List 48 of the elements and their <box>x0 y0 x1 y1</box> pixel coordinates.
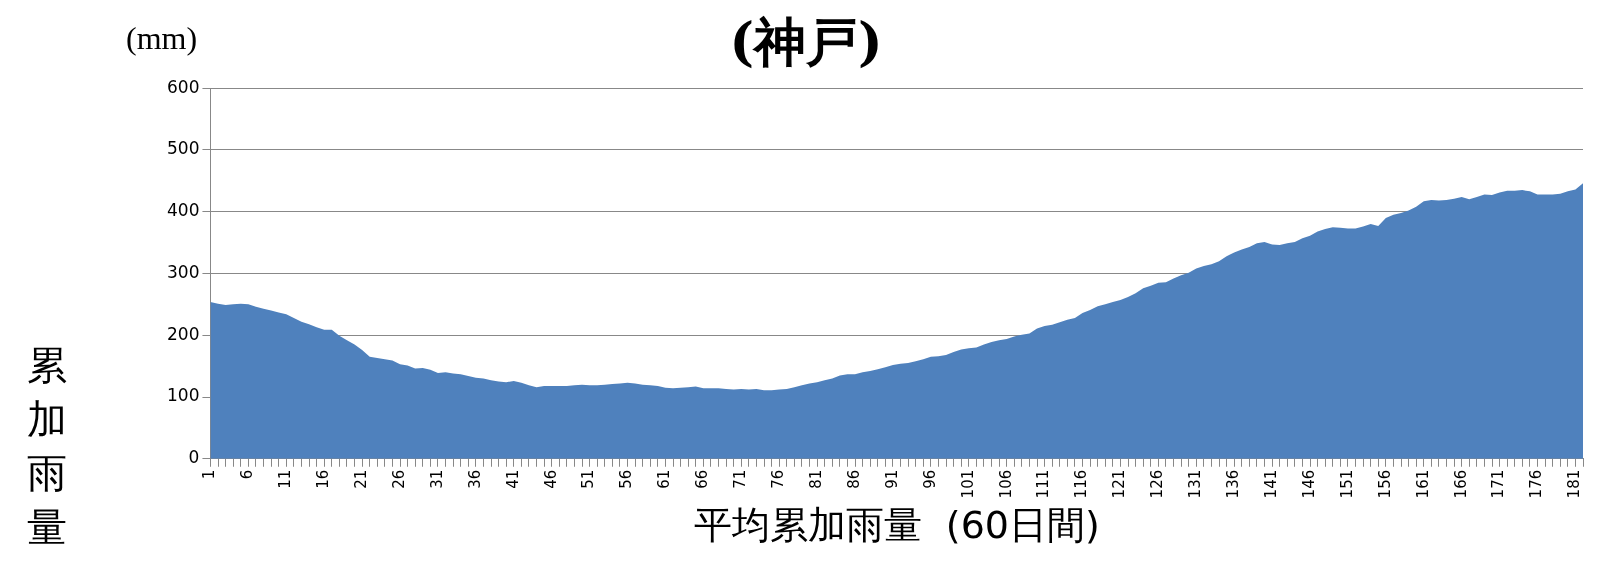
x-tick-label: 176 <box>1527 469 1546 499</box>
x-tick-label: 146 <box>1299 469 1318 499</box>
x-tick-label: 86 <box>844 469 863 489</box>
x-tick-label: 106 <box>996 469 1015 499</box>
x-tick-label: 96 <box>920 469 939 489</box>
x-tick-label: 51 <box>579 469 598 489</box>
x-tick-label: 11 <box>276 469 295 489</box>
x-tick-label: 16 <box>314 469 333 489</box>
x-tick-label: 46 <box>541 469 560 489</box>
x-tick-label: 61 <box>655 469 674 489</box>
y-tick-label: 500 <box>166 138 200 159</box>
x-tick-label: 151 <box>1337 469 1356 499</box>
x-tick-label: 81 <box>806 469 825 489</box>
x-tick-label: 6 <box>238 469 257 480</box>
x-tick-label: 31 <box>427 469 446 489</box>
x-tick-label: 156 <box>1375 469 1394 499</box>
x-tick-label: 111 <box>1034 469 1053 499</box>
x-tick-label: 36 <box>465 469 484 489</box>
y-tick-label: 300 <box>166 261 200 282</box>
y-tick-label: 0 <box>188 447 200 468</box>
x-tick-label: 171 <box>1489 469 1508 499</box>
x-tick-label: 91 <box>882 469 901 489</box>
x-tick-label: 26 <box>389 469 408 489</box>
x-tick-label: 181 <box>1565 469 1584 499</box>
y-axis-title: 累加雨量 <box>26 341 68 552</box>
x-tick-label: 41 <box>503 469 522 489</box>
text: (mm) <box>126 20 198 57</box>
x-tick-label: 126 <box>1148 469 1167 499</box>
x-axis-title: 平均累加雨量 (60日間) <box>693 503 1100 548</box>
x-tick-label: 166 <box>1451 469 1470 499</box>
x-tick-label: 161 <box>1413 469 1432 499</box>
x-tick-label: 121 <box>1110 469 1129 499</box>
y-tick-label: 600 <box>166 76 200 97</box>
chart-title: (神戸) <box>729 11 883 72</box>
y-tick-label: 100 <box>166 385 200 406</box>
x-tick-label: 1 <box>200 469 219 480</box>
x-tick-label: 101 <box>958 469 977 499</box>
x-tick-label: 136 <box>1224 469 1243 499</box>
y-tick-label: 400 <box>166 200 200 221</box>
y-tick-label: 200 <box>166 323 200 344</box>
x-tick-label: 116 <box>1072 469 1091 499</box>
x-tick-label: 21 <box>352 469 370 489</box>
x-tick-label: 71 <box>731 469 750 489</box>
x-tick-label: 56 <box>617 469 636 489</box>
x-tick-label: 141 <box>1261 469 1280 499</box>
x-tick-label: 76 <box>769 469 788 489</box>
x-tick-label: 131 <box>1186 469 1205 499</box>
x-tick-label: 66 <box>693 469 712 489</box>
